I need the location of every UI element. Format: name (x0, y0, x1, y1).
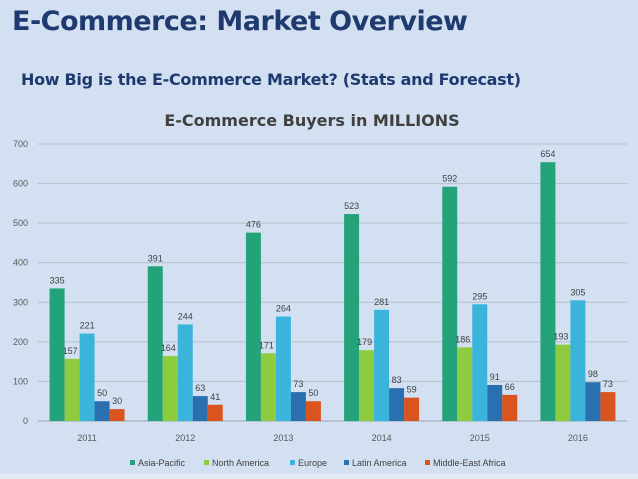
legend-label: Asia-Pacific (138, 458, 186, 468)
x-tick-label: 2013 (273, 433, 293, 443)
data-label: 476 (246, 220, 261, 230)
x-tick-label: 2012 (175, 433, 195, 443)
bar-middle-east-africa-2015 (502, 394, 518, 421)
bar-asia-pacific-2015 (442, 186, 458, 421)
data-label: 335 (50, 275, 65, 285)
bar-north-america-2014 (359, 350, 375, 421)
data-label: 221 (80, 321, 95, 331)
data-label: 523 (344, 201, 359, 211)
data-label: 264 (276, 304, 291, 314)
bar-latin-america-2012 (192, 396, 208, 421)
legend-item: Middle-East Africa (425, 458, 506, 468)
bar-asia-pacific-2014 (344, 214, 360, 421)
bar-latin-america-2016 (585, 382, 601, 421)
bar-europe-2015 (472, 304, 488, 421)
bars (49, 162, 616, 421)
y-tick-label: 300 (13, 297, 28, 307)
bar-latin-america-2013 (290, 392, 306, 421)
data-label: 654 (540, 149, 555, 159)
data-label: 164 (161, 343, 176, 353)
chart-title: E-Commerce Buyers in MILLIONS (164, 111, 459, 130)
legend-label: Middle-East Africa (433, 458, 506, 468)
data-label: 171 (259, 340, 274, 350)
data-label: 244 (178, 311, 193, 321)
bar-latin-america-2011 (94, 401, 110, 421)
data-label: 592 (442, 174, 457, 184)
legend-label: North America (212, 458, 269, 468)
data-label: 179 (357, 337, 372, 347)
legend-item: Latin America (344, 458, 407, 468)
bar-middle-east-africa-2016 (600, 392, 616, 421)
data-label: 98 (588, 369, 598, 379)
bar-europe-2013 (275, 316, 291, 421)
x-tick-label: 2014 (372, 433, 392, 443)
bar-north-america-2011 (64, 358, 80, 421)
bar-latin-america-2014 (389, 388, 405, 421)
data-labels: 335 157 221 50 30 391 164 244 63 41 476 171 264 73 50 5… (50, 149, 613, 406)
legend-item: Asia-Pacific (130, 458, 186, 468)
bar-europe-2011 (79, 333, 95, 421)
x-tick-label: 2011 (77, 433, 96, 443)
y-tick-label: 200 (13, 337, 28, 347)
legend-label: Europe (298, 458, 327, 468)
data-label: 73 (603, 379, 613, 389)
bar-asia-pacific-2013 (245, 232, 261, 421)
bar-europe-2016 (570, 300, 586, 421)
data-label: 50 (308, 388, 318, 398)
gridlines (38, 143, 627, 422)
bar-middle-east-africa-2012 (207, 404, 223, 421)
data-label: 157 (63, 346, 78, 356)
bar-asia-pacific-2016 (540, 162, 556, 421)
data-label: 63 (195, 383, 205, 393)
slide-title: E-Commerce: Market Overview (12, 6, 468, 37)
y-tick-label: 600 (13, 179, 28, 189)
bar-latin-america-2015 (487, 384, 503, 421)
legend-swatch-icon (130, 460, 135, 465)
data-label: 91 (490, 372, 500, 382)
data-label: 50 (97, 388, 107, 398)
legend: Asia-Pacific North America Europe Latin Ame… (130, 458, 506, 468)
axes: 0 100 200 300 400 500 600 700 2011 2012 2013 2014 20… (13, 139, 588, 443)
slide-footer-strip (0, 474, 638, 479)
data-label: 41 (210, 392, 220, 402)
data-label: 391 (148, 253, 163, 263)
data-label: 66 (505, 382, 515, 392)
data-label: 186 (455, 334, 470, 344)
x-tick-label: 2016 (568, 433, 588, 443)
legend-label: Latin America (352, 458, 407, 468)
bar-europe-2012 (177, 324, 193, 421)
bar-north-america-2012 (162, 356, 178, 421)
legend-swatch-icon (204, 460, 209, 465)
bar-europe-2014 (374, 309, 390, 421)
data-label: 73 (293, 379, 303, 389)
data-label: 30 (112, 396, 122, 406)
bar-middle-east-africa-2014 (404, 397, 420, 421)
y-tick-label: 0 (23, 416, 28, 426)
data-label: 295 (472, 291, 487, 301)
y-tick-label: 100 (13, 376, 28, 386)
y-tick-label: 700 (13, 139, 28, 149)
y-tick-label: 400 (13, 258, 28, 268)
data-label: 305 (570, 287, 585, 297)
bar-north-america-2016 (555, 344, 571, 421)
bar-asia-pacific-2012 (147, 266, 163, 421)
legend-swatch-icon (290, 460, 295, 465)
data-label: 193 (553, 332, 568, 342)
slide-subtitle: How Big is the E-Commerce Market? (Stats… (21, 70, 521, 89)
bar-north-america-2015 (457, 347, 473, 421)
data-label: 59 (407, 385, 417, 395)
legend-item: North America (204, 458, 269, 468)
x-tick-label: 2015 (470, 433, 490, 443)
bar-middle-east-africa-2013 (305, 401, 321, 421)
bar-middle-east-africa-2011 (109, 409, 125, 421)
data-label: 281 (374, 297, 389, 307)
data-label: 83 (392, 375, 402, 385)
legend-swatch-icon (344, 460, 349, 465)
y-tick-label: 500 (13, 218, 28, 228)
legend-swatch-icon (425, 460, 430, 465)
legend-item: Europe (290, 458, 327, 468)
bar-north-america-2013 (260, 353, 276, 421)
bar-asia-pacific-2011 (49, 288, 65, 421)
